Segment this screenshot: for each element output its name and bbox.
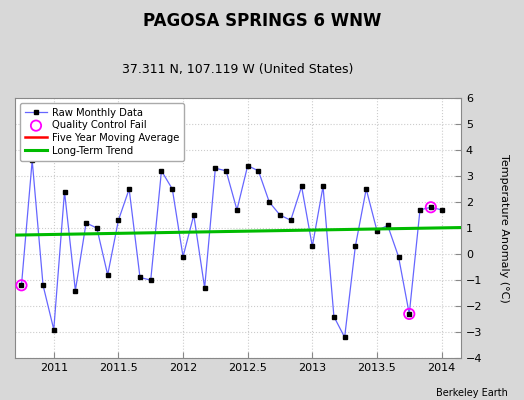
Raw Monthly Data (406, 312, 412, 316)
Raw Monthly Data (277, 213, 283, 218)
Raw Monthly Data (234, 208, 240, 212)
Raw Monthly Data (374, 228, 380, 233)
Raw Monthly Data (202, 286, 208, 290)
Raw Monthly Data (428, 205, 434, 210)
Raw Monthly Data (266, 200, 272, 204)
Raw Monthly Data (299, 184, 305, 189)
Raw Monthly Data (148, 278, 154, 282)
Raw Monthly Data (61, 189, 68, 194)
Raw Monthly Data (29, 158, 35, 163)
Raw Monthly Data (255, 168, 261, 173)
Raw Monthly Data (320, 184, 326, 189)
Raw Monthly Data (18, 283, 25, 288)
Raw Monthly Data (126, 187, 132, 192)
Raw Monthly Data (115, 218, 122, 223)
Raw Monthly Data (72, 288, 79, 293)
Raw Monthly Data (363, 187, 369, 192)
Quality Control Fail (17, 282, 26, 288)
Raw Monthly Data (212, 166, 219, 171)
Raw Monthly Data (342, 335, 348, 340)
Line: Raw Monthly Data: Raw Monthly Data (19, 158, 444, 340)
Raw Monthly Data (331, 314, 337, 319)
Raw Monthly Data (137, 275, 143, 280)
Raw Monthly Data (191, 213, 197, 218)
Legend: Raw Monthly Data, Quality Control Fail, Five Year Moving Average, Long-Term Tren: Raw Monthly Data, Quality Control Fail, … (20, 103, 184, 160)
Raw Monthly Data (40, 283, 46, 288)
Raw Monthly Data (396, 254, 402, 259)
Raw Monthly Data (51, 327, 57, 332)
Title: 37.311 N, 107.119 W (United States): 37.311 N, 107.119 W (United States) (122, 63, 354, 76)
Quality Control Fail (427, 204, 435, 210)
Raw Monthly Data (94, 226, 100, 230)
Raw Monthly Data (169, 187, 176, 192)
Raw Monthly Data (105, 272, 111, 277)
Raw Monthly Data (158, 168, 165, 173)
Raw Monthly Data (83, 220, 89, 225)
Y-axis label: Temperature Anomaly (°C): Temperature Anomaly (°C) (499, 154, 509, 302)
Raw Monthly Data (385, 223, 391, 228)
Raw Monthly Data (180, 254, 186, 259)
Text: Berkeley Earth: Berkeley Earth (436, 388, 508, 398)
Raw Monthly Data (352, 244, 358, 249)
Quality Control Fail (405, 311, 413, 317)
Raw Monthly Data (439, 208, 445, 212)
Raw Monthly Data (288, 218, 294, 223)
Raw Monthly Data (245, 163, 251, 168)
Raw Monthly Data (417, 208, 423, 212)
Text: PAGOSA SPRINGS 6 WNW: PAGOSA SPRINGS 6 WNW (143, 12, 381, 30)
Raw Monthly Data (223, 168, 229, 173)
Raw Monthly Data (309, 244, 315, 249)
